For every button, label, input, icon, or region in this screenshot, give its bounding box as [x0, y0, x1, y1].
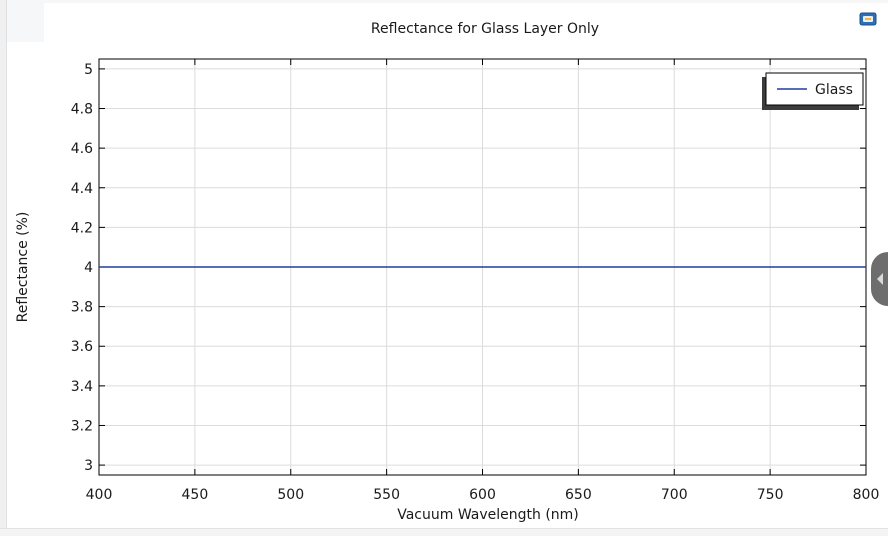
- y-tick-label: 3.4: [71, 379, 93, 395]
- x-tick-label: 550: [373, 487, 400, 503]
- y-tick-label: 3.2: [71, 418, 93, 434]
- x-tick-label: 700: [661, 487, 688, 503]
- y-tick-label: 4.4: [71, 181, 93, 197]
- y-tick-label: 4.8: [71, 102, 93, 118]
- y-tick-label: 4.2: [71, 220, 93, 236]
- y-tick-label: 3: [84, 458, 93, 474]
- left-edge: [0, 0, 7, 535]
- x-tick-label: 500: [277, 487, 304, 503]
- image-export-icon[interactable]: [859, 11, 877, 27]
- y-tick-label: 4: [84, 260, 93, 276]
- y-tick-label: 5: [84, 62, 93, 78]
- y-tick-labels: 3 3.2 3.4 3.6 3.8 4 4.2 4.4 4.6 4.8 5: [71, 62, 93, 474]
- x-axis-label: Vacuum Wavelength (nm): [397, 507, 579, 523]
- chart-title: Reflectance for Glass Layer Only: [371, 21, 599, 37]
- y-tick-label: 4.6: [71, 141, 93, 157]
- x-tick-label: 600: [469, 487, 496, 503]
- x-tick-label: 450: [182, 487, 209, 503]
- axis-ticks: [98, 59, 867, 475]
- top-strip: [6, 0, 888, 3]
- bottom-edge: [0, 528, 888, 536]
- x-tick-label: 750: [757, 487, 784, 503]
- y-tick-label: 3.6: [71, 339, 93, 355]
- legend: Glass: [762, 72, 864, 110]
- chevron-left-icon: [877, 273, 883, 285]
- y-axis-label: Reflectance (%): [15, 212, 31, 323]
- side-panel-toggle[interactable]: [871, 252, 888, 306]
- x-tick-label: 650: [565, 487, 592, 503]
- x-tick-labels: 400 450 500 550 600 650 700 750 800: [86, 487, 880, 503]
- top-corner-patch: [6, 0, 44, 42]
- legend-label: Glass: [815, 82, 853, 98]
- x-tick-label: 400: [86, 487, 113, 503]
- x-tick-label: 800: [853, 487, 880, 503]
- y-tick-label: 3.8: [71, 300, 93, 316]
